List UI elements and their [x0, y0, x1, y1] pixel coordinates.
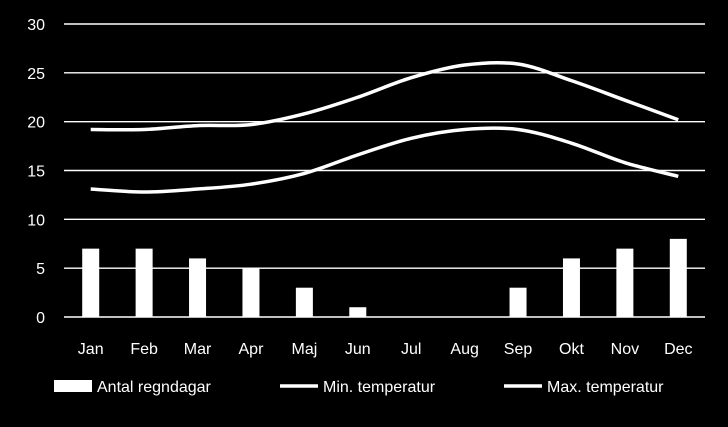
legend-label: Max. temperatur — [547, 379, 664, 396]
bar-regndagar — [616, 248, 634, 317]
x-tick-label: Apr — [239, 341, 265, 358]
y-tick-label: 20 — [27, 115, 45, 132]
x-axis: Jan Feb Mar Apr Maj Jun Jul Aug Sep Okt Nov Dec — [78, 341, 693, 358]
line-min-temperatur — [90, 126, 679, 194]
y-tick-label: 5 — [36, 261, 45, 278]
y-axis: 0 5 10 15 20 25 30 — [27, 17, 45, 327]
x-tick-label: Jul — [401, 341, 421, 358]
x-tick-label: Sep — [504, 341, 533, 358]
bar-regndagar — [242, 268, 260, 317]
y-tick-label: 10 — [27, 212, 45, 229]
x-tick-label: Mar — [184, 341, 212, 358]
legend-swatch-bar — [54, 380, 92, 392]
bar-regndagar — [135, 248, 153, 317]
bar-regndagar — [189, 258, 207, 317]
bar-regndagar — [562, 258, 580, 317]
line-series — [90, 60, 679, 194]
gridlines — [64, 23, 705, 318]
x-tick-label: Dec — [664, 341, 692, 358]
x-tick-label: Feb — [130, 341, 158, 358]
bar-regndagar — [349, 307, 367, 317]
x-tick-label: Okt — [559, 341, 584, 358]
x-tick-label: Aug — [450, 341, 478, 358]
legend: Antal regndagar Min. temperatur Max. tempe… — [54, 379, 664, 396]
y-tick-label: 25 — [27, 66, 45, 83]
x-tick-label: Maj — [291, 341, 317, 358]
x-tick-label: Jun — [345, 341, 371, 358]
line-max-temperatur — [90, 60, 679, 132]
x-tick-label: Nov — [611, 341, 639, 358]
bar-regndagar — [295, 287, 313, 317]
legend-label: Min. temperatur — [323, 379, 436, 396]
y-tick-label: 30 — [27, 17, 45, 34]
y-tick-label: 0 — [36, 310, 45, 327]
legend-label: Antal regndagar — [97, 379, 212, 396]
bar-regndagar — [82, 248, 100, 317]
bar-series — [82, 238, 687, 317]
x-tick-label: Jan — [78, 341, 104, 358]
y-tick-label: 15 — [27, 164, 45, 181]
bar-regndagar — [669, 238, 687, 317]
bar-regndagar — [509, 287, 527, 317]
